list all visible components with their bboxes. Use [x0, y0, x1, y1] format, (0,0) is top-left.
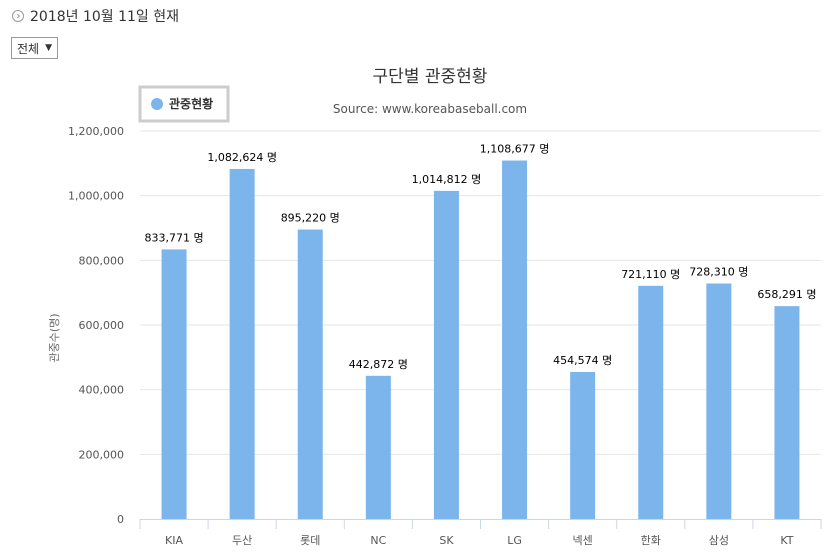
- bar[interactable]: [774, 306, 800, 519]
- dropdown-arrow-icon: ▼: [45, 43, 52, 53]
- y-tick-label: 600,000: [79, 319, 125, 332]
- bar[interactable]: [229, 168, 255, 519]
- bar[interactable]: [297, 229, 323, 519]
- legend-label: 관중현황: [169, 96, 213, 111]
- data-label: 442,872 명: [349, 358, 408, 371]
- y-tick-label: 800,000: [79, 254, 125, 267]
- chart-subtitle: Source: www.koreabaseball.com: [333, 102, 527, 116]
- data-label: 721,110 명: [621, 268, 680, 281]
- data-label: 658,291 명: [757, 288, 816, 301]
- date-indicator: 2018년 10월 11일 현재: [12, 6, 179, 26]
- data-label: 1,082,624 명: [207, 151, 277, 164]
- bar[interactable]: [706, 283, 732, 519]
- data-label: 1,108,677 명: [480, 143, 550, 156]
- y-tick-label: 400,000: [79, 384, 125, 397]
- x-tick-label: 롯데: [300, 534, 320, 547]
- bar[interactable]: [570, 372, 596, 519]
- chart-title: 구단별 관중현황: [373, 67, 488, 87]
- x-tick-label: 두산: [232, 534, 252, 547]
- data-label: 833,771 명: [144, 231, 203, 244]
- bar[interactable]: [638, 285, 664, 519]
- x-tick-label: NC: [370, 534, 386, 547]
- bar[interactable]: [502, 160, 528, 519]
- x-tick-label: 한화: [641, 534, 661, 547]
- x-tick-label: 넥센: [573, 534, 593, 547]
- y-tick-label: 200,000: [79, 448, 125, 461]
- bar[interactable]: [433, 190, 459, 520]
- bar[interactable]: [161, 249, 187, 519]
- data-label: 1,014,812 명: [412, 173, 482, 186]
- filter-value: 전체: [17, 41, 40, 56]
- y-axis-ticks: 0 200,000 400,000 600,000 800,000 1,000,000 1,…: [68, 125, 124, 526]
- y-axis-label: 관중수(명): [48, 313, 61, 362]
- data-labels: 833,771 명 1,082,624 명 895,220 명 442,872 명 1,…: [144, 143, 816, 371]
- bar[interactable]: [365, 375, 391, 519]
- x-axis: KIA 두산 롯데 NC SK LG 넥센 한화 삼성 KT: [139, 519, 822, 547]
- x-tick-label: KIA: [165, 534, 183, 547]
- x-tick-label: 삼성: [709, 534, 729, 547]
- x-tick-label: LG: [507, 534, 522, 547]
- x-tick-label: KT: [780, 534, 793, 547]
- x-tick-label: SK: [439, 534, 454, 547]
- data-label: 895,220 명: [281, 212, 340, 225]
- data-label: 728,310 명: [689, 266, 748, 279]
- chevron-right-icon: [12, 10, 24, 22]
- bars: [161, 160, 800, 520]
- y-tick-label: 0: [117, 513, 124, 526]
- data-label: 454,574 명: [553, 354, 612, 367]
- team-filter-select[interactable]: 전체 ▼: [11, 37, 58, 59]
- legend-marker: [151, 98, 163, 110]
- date-text: 2018년 10월 11일 현재: [30, 9, 180, 25]
- y-tick-label: 1,000,000: [68, 190, 124, 203]
- y-tick-label: 1,200,000: [68, 125, 124, 138]
- legend[interactable]: 관중현황: [138, 85, 230, 123]
- legend-box: [138, 85, 230, 123]
